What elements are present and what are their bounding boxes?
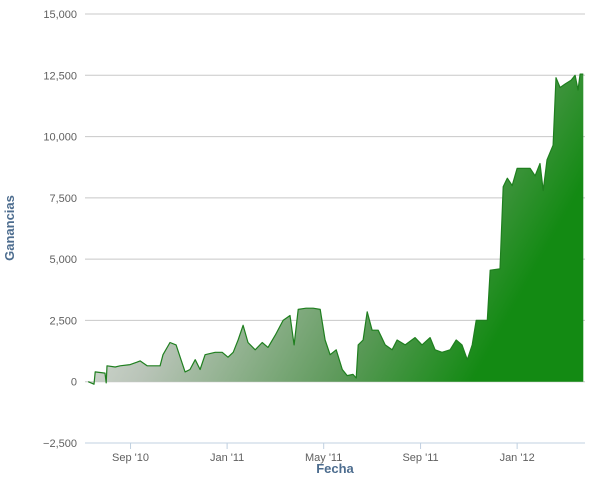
x-axis-title: Fecha <box>316 461 354 476</box>
y-tick-label: 7,500 <box>49 193 77 205</box>
x-tick-label: Sep '11 <box>402 452 438 464</box>
y-tick-label: 15,000 <box>43 9 77 21</box>
y-tick-label: 0 <box>71 377 77 389</box>
area-line <box>87 73 584 385</box>
x-tick-label: May '11 <box>305 452 342 464</box>
y-tick-label: 5,000 <box>49 254 77 266</box>
x-tick-label: Jan '12 <box>500 452 535 464</box>
x-tick-label: Sep '10 <box>112 452 149 464</box>
x-tick-label: Jan '11 <box>210 452 244 464</box>
area-fill <box>88 74 584 385</box>
y-tick-label: −2,500 <box>43 438 77 450</box>
y-axis-title: Ganancias <box>2 195 17 261</box>
y-tick-label: 12,500 <box>43 70 77 82</box>
y-tick-label: 10,000 <box>43 132 77 144</box>
y-tick-label: 2,500 <box>49 315 77 327</box>
